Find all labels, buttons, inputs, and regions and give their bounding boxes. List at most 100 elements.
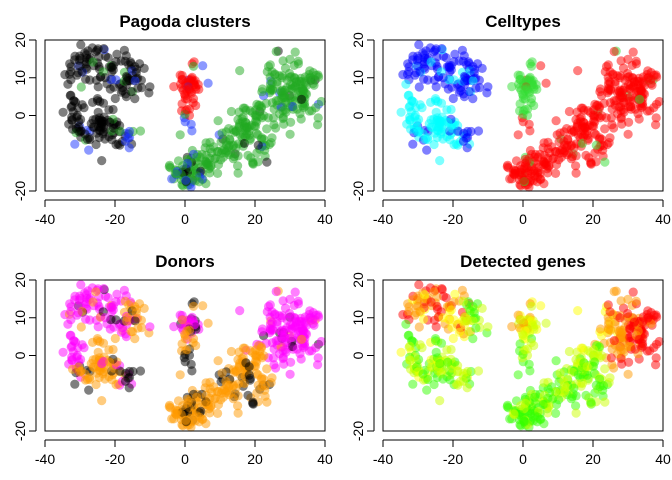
data-point bbox=[175, 370, 185, 380]
data-point bbox=[271, 363, 281, 373]
data-point bbox=[70, 379, 80, 389]
data-point bbox=[97, 156, 107, 166]
data-point bbox=[595, 84, 606, 94]
data-point bbox=[314, 312, 324, 322]
data-point bbox=[518, 329, 528, 339]
data-point bbox=[130, 76, 140, 86]
data-point bbox=[635, 334, 645, 344]
y-tick-label: 10 bbox=[12, 310, 28, 326]
data-point bbox=[271, 123, 281, 133]
data-point bbox=[609, 96, 619, 106]
x-tick-label: 40 bbox=[655, 211, 671, 227]
data-point bbox=[555, 368, 565, 378]
data-point bbox=[235, 130, 245, 140]
data-point bbox=[201, 138, 211, 148]
data-point bbox=[598, 385, 608, 395]
data-point bbox=[458, 376, 469, 386]
data-point bbox=[538, 159, 548, 170]
data-point bbox=[415, 340, 425, 350]
data-point bbox=[291, 317, 301, 327]
data-point bbox=[449, 297, 459, 307]
data-point bbox=[606, 353, 616, 363]
data-point bbox=[233, 408, 243, 418]
data-point bbox=[603, 300, 613, 310]
data-point bbox=[442, 105, 452, 115]
data-point bbox=[539, 138, 549, 148]
data-point bbox=[615, 313, 625, 323]
data-point bbox=[235, 306, 245, 316]
data-point bbox=[471, 323, 481, 333]
data-point bbox=[76, 280, 86, 290]
y-axis: 20 10 0 -20 bbox=[350, 32, 375, 201]
data-point bbox=[573, 306, 583, 316]
data-point bbox=[538, 399, 548, 410]
data-point bbox=[564, 106, 574, 117]
x-tick-label: -20 bbox=[105, 211, 125, 227]
data-point bbox=[651, 360, 661, 370]
data-point bbox=[462, 126, 473, 137]
data-point bbox=[609, 336, 619, 346]
data-point bbox=[458, 56, 468, 66]
data-point bbox=[244, 130, 254, 140]
points bbox=[58, 280, 326, 432]
data-point bbox=[560, 146, 570, 156]
data-point bbox=[200, 399, 210, 410]
data-point bbox=[420, 290, 430, 300]
data-point bbox=[277, 73, 287, 83]
data-point bbox=[539, 378, 549, 388]
data-point bbox=[66, 302, 76, 312]
data-point bbox=[107, 375, 117, 385]
data-point bbox=[543, 393, 553, 403]
data-point bbox=[285, 68, 295, 79]
data-point bbox=[293, 56, 303, 66]
data-point bbox=[112, 289, 122, 299]
data-point bbox=[93, 336, 103, 346]
data-point bbox=[435, 396, 445, 406]
data-point bbox=[139, 63, 149, 73]
data-point bbox=[519, 175, 529, 185]
data-point bbox=[198, 301, 208, 311]
data-point bbox=[76, 322, 86, 332]
data-point bbox=[635, 94, 645, 104]
data-point bbox=[573, 370, 583, 380]
data-point bbox=[623, 68, 633, 79]
data-point bbox=[233, 401, 243, 411]
data-point bbox=[560, 386, 570, 396]
data-point bbox=[654, 336, 664, 347]
data-point bbox=[604, 324, 614, 334]
data-point bbox=[654, 96, 664, 107]
data-point bbox=[77, 100, 87, 110]
data-point bbox=[107, 135, 117, 145]
data-point bbox=[203, 318, 213, 328]
data-point bbox=[471, 83, 481, 93]
data-point bbox=[290, 287, 300, 297]
data-point bbox=[265, 60, 275, 70]
data-point bbox=[429, 379, 439, 390]
data-point bbox=[181, 415, 191, 425]
scatter-panel: Detected genes -40 -20 0 20 40 20 10 0 -20 bbox=[350, 252, 671, 467]
data-point bbox=[130, 334, 140, 344]
data-point bbox=[507, 322, 517, 332]
data-point bbox=[555, 128, 565, 138]
data-point bbox=[628, 287, 638, 297]
data-point bbox=[419, 74, 429, 84]
data-point bbox=[445, 375, 455, 385]
data-point bbox=[581, 150, 591, 160]
data-point bbox=[441, 53, 451, 63]
data-point bbox=[458, 136, 469, 146]
data-point bbox=[454, 87, 464, 97]
data-point bbox=[477, 63, 487, 73]
data-point bbox=[178, 401, 188, 411]
data-point bbox=[63, 79, 73, 89]
data-point bbox=[414, 40, 424, 50]
x-tick-label: -40 bbox=[35, 211, 55, 227]
data-point bbox=[530, 392, 540, 402]
data-point bbox=[457, 45, 467, 55]
data-point bbox=[429, 287, 439, 297]
data-point bbox=[95, 126, 105, 136]
data-point bbox=[468, 76, 478, 86]
data-point bbox=[75, 51, 85, 61]
data-point bbox=[103, 53, 113, 63]
data-point bbox=[605, 67, 615, 77]
data-point bbox=[605, 307, 615, 317]
